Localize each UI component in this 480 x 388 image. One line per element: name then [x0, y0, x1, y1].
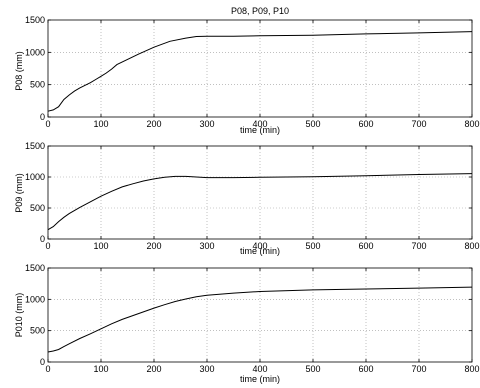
y-tick-label: 500	[30, 326, 45, 336]
x-tick-label: 0	[45, 241, 50, 251]
y-tick-label: 0	[40, 357, 45, 367]
chart-panel-p08: P08, P09, P10 P08 (mm) time (min) 0 100 20…	[14, 6, 480, 135]
series-line	[47, 31, 473, 112]
x-tick-label: 0	[45, 119, 50, 129]
x-tick-label: 800	[464, 241, 479, 251]
x-tick-label: 400	[252, 119, 267, 129]
y-axis-label: P010 (mm)	[14, 293, 24, 338]
chart-panel-p09: P09 (mm) time (min) 0 100 200 300 400 500 600 7…	[14, 141, 480, 256]
x-tick-label: 0	[45, 364, 50, 374]
plot-frame	[47, 267, 473, 363]
x-tick-label: 500	[305, 364, 320, 374]
y-tick-label: 1500	[25, 141, 45, 151]
x-axis-label: time (min)	[240, 374, 280, 384]
x-tick-label: 100	[93, 241, 108, 251]
x-axis-label: time (min)	[240, 125, 280, 135]
x-tick-label: 300	[199, 241, 214, 251]
y-tick-label: 0	[40, 112, 45, 122]
chart-title: P08, P09, P10	[231, 6, 289, 16]
plot-frame	[47, 145, 473, 240]
y-tick-label: 1000	[25, 294, 45, 304]
x-tick-label: 600	[358, 364, 373, 374]
x-tick-label: 500	[305, 241, 320, 251]
y-tick-label: 1000	[25, 172, 45, 182]
x-tick-label: 400	[252, 364, 267, 374]
y-axis-label: P09 (mm)	[14, 173, 24, 213]
x-tick-label: 700	[411, 364, 426, 374]
y-axis-label: P08 (mm)	[14, 51, 24, 91]
x-tick-label: 400	[252, 241, 267, 251]
x-tick-label: 100	[93, 364, 108, 374]
x-tick-label: 800	[464, 119, 479, 129]
series-line	[47, 286, 473, 353]
x-tick-label: 200	[146, 364, 161, 374]
series-line	[47, 173, 473, 231]
y-tick-label: 0	[40, 234, 45, 244]
x-tick-label: 800	[464, 364, 479, 374]
x-axis-label: time (min)	[240, 246, 280, 256]
y-tick-label: 500	[30, 203, 45, 213]
y-tick-label: 500	[30, 80, 45, 90]
y-tick-label: 1000	[25, 47, 45, 57]
chart-panel-p010: P010 (mm) time (min) 0 100 200 300 400 500 600…	[14, 263, 480, 384]
y-tick-label: 1500	[25, 15, 45, 25]
x-tick-label: 600	[358, 241, 373, 251]
x-tick-label: 300	[199, 119, 214, 129]
x-tick-label: 100	[93, 119, 108, 129]
x-tick-label: 700	[411, 241, 426, 251]
y-tick-label: 1500	[25, 263, 45, 273]
x-tick-label: 700	[411, 119, 426, 129]
x-tick-label: 200	[146, 241, 161, 251]
x-tick-label: 600	[358, 119, 373, 129]
x-tick-label: 500	[305, 119, 320, 129]
x-tick-label: 200	[146, 119, 161, 129]
x-tick-label: 300	[199, 364, 214, 374]
